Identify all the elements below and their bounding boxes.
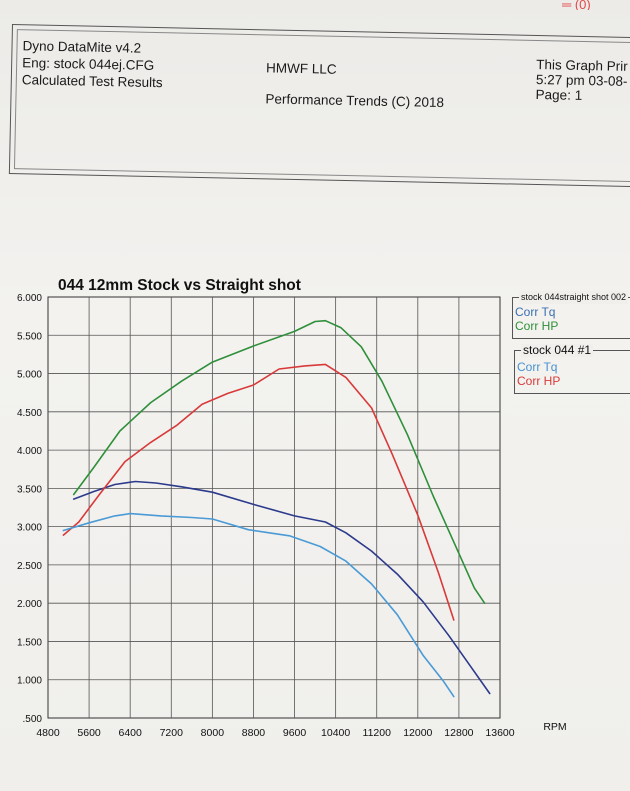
x-tick-label: 13600 — [485, 727, 514, 739]
x-tick-label: 5600 — [77, 727, 101, 739]
y-tick-label: 6.000 — [17, 293, 42, 304]
x-tick-label: 9600 — [283, 727, 307, 739]
y-tick-label: 2.500 — [17, 561, 42, 572]
legend-entry-corr-tq: Corr Tq — [517, 360, 558, 374]
x-tick-label: 8800 — [242, 727, 266, 739]
y-tick-label: 2.000 — [17, 599, 42, 610]
y-tick-label: 4.000 — [17, 446, 42, 457]
x-tick-label: 11200 — [363, 727, 392, 739]
series-line — [72, 319, 486, 604]
corner-mark: ═ (0) — [562, 0, 591, 10]
x-tick-label: 10400 — [321, 727, 350, 739]
legend-entry-corr-hp: Corr HP — [515, 319, 559, 333]
legend-stock: stock 044 #1 Corr Tq Corr HP — [514, 344, 630, 394]
plot-frame — [47, 296, 501, 719]
y-tick-label: 4.500 — [17, 408, 42, 419]
x-tick-label: 12800 — [444, 727, 473, 739]
series-line — [72, 480, 491, 695]
x-tick-label: 12000 — [403, 727, 432, 739]
legend-entry-corr-tq: Corr Tq — [515, 305, 556, 319]
y-tick-label: 1.000 — [17, 676, 42, 687]
legend-entry-corr-hp: Corr HP — [517, 374, 561, 388]
y-tick-label: 5.000 — [17, 370, 42, 381]
legend-title-stock: stock 044 #1 — [521, 343, 594, 357]
y-tick-label: 3.000 — [17, 523, 42, 534]
series-line — [62, 363, 455, 621]
x-tick-label: 7200 — [160, 727, 184, 739]
legend-straight-shot: stock 044straight shot 002 Corr Tq Corr … — [512, 291, 630, 339]
y-tick-label: .500 — [23, 714, 43, 725]
x-tick-label: 4800 — [36, 727, 60, 739]
y-tick-label: 1.500 — [17, 637, 42, 648]
x-axis-label: RPM — [543, 721, 566, 733]
series-line — [62, 512, 455, 698]
legend-title-straight-shot: stock 044straight shot 002 — [519, 291, 629, 304]
x-tick-label: 8000 — [201, 727, 225, 739]
y-tick-label: 5.500 — [17, 331, 42, 342]
y-tick-label: 3.500 — [17, 484, 42, 495]
x-tick-label: 6400 — [119, 727, 143, 739]
chart-title: 044 12mm Stock vs Straight shot — [58, 277, 301, 294]
